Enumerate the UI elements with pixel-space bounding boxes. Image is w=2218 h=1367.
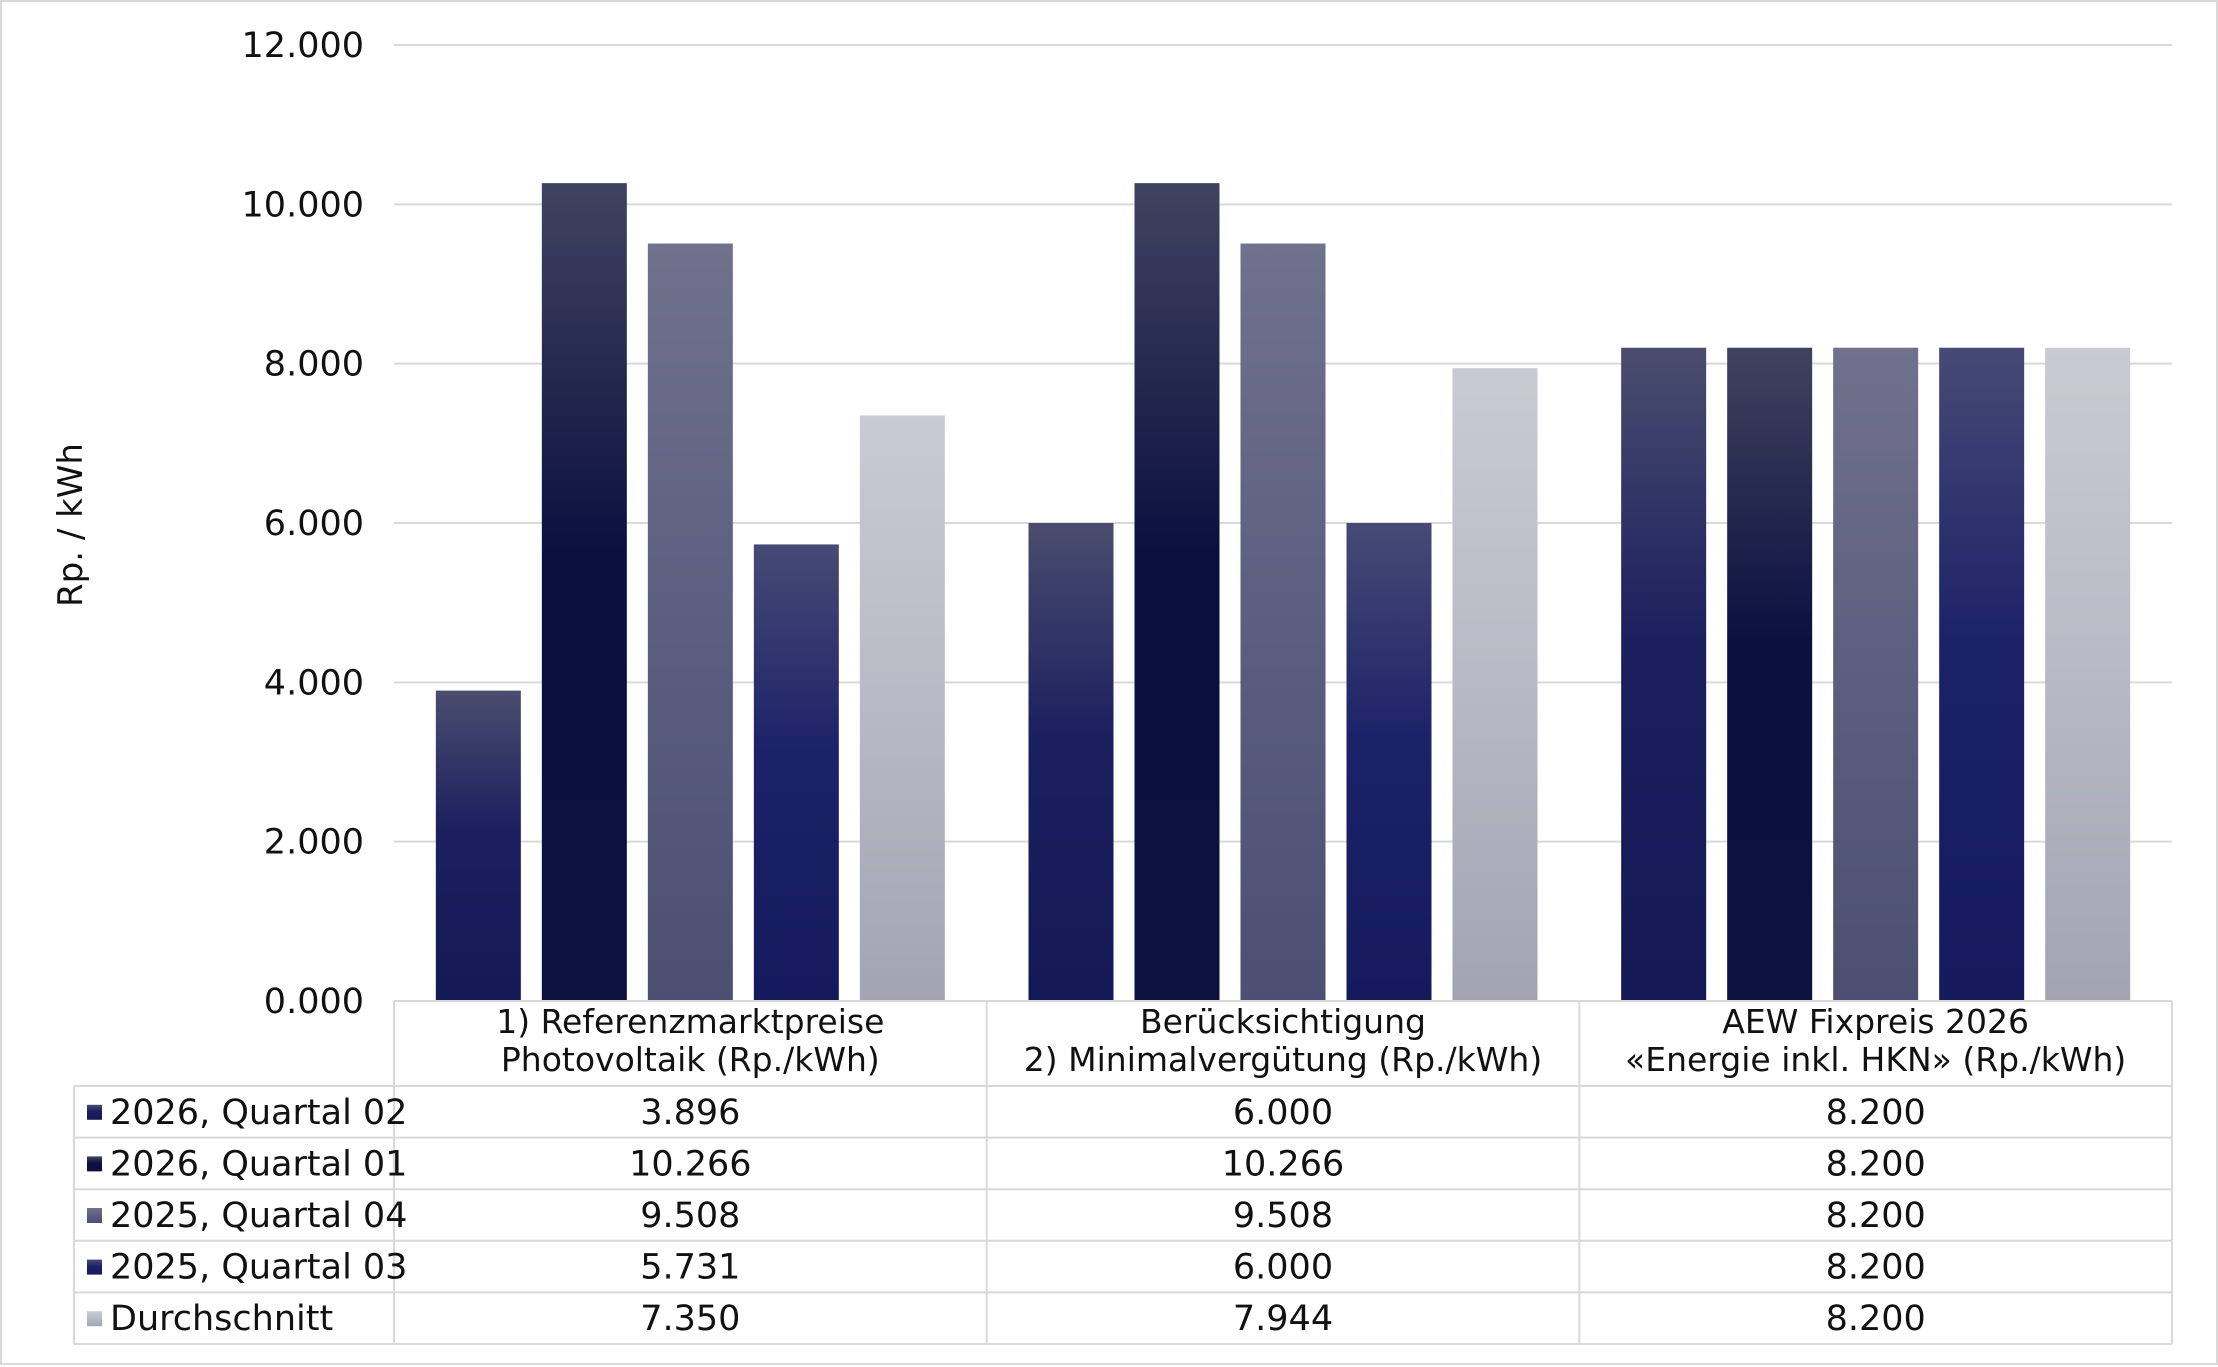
y-tick-label: 6.000: [264, 504, 364, 544]
data-label: 9.508: [1233, 1196, 1333, 1236]
legend-swatch: [87, 1156, 102, 1172]
data-label: 5.731: [640, 1248, 740, 1288]
legend-label: Durchschnitt: [110, 1299, 333, 1339]
y-tick-label: 10.000: [242, 185, 364, 225]
data-label: 10.266: [629, 1144, 751, 1184]
legend-swatch: [87, 1208, 102, 1223]
bar: [1028, 523, 1114, 1001]
data-label: 7.944: [1233, 1299, 1333, 1339]
data-label: 3.896: [640, 1093, 740, 1133]
bar: [1240, 243, 1326, 1002]
legend-label: 2025, Quartal 03: [110, 1248, 407, 1288]
bar: [2045, 347, 2131, 1001]
legend-label: 2025, Quartal 04: [110, 1196, 407, 1236]
bar: [541, 183, 627, 1002]
bar: [1452, 368, 1538, 1001]
data-label: 9.508: [640, 1196, 740, 1236]
legend-label: 2026, Quartal 01: [110, 1144, 407, 1184]
y-axis-label: Rp. / kWh: [51, 443, 91, 607]
legend-swatch: [87, 1104, 102, 1120]
bar: [1346, 523, 1432, 1001]
data-label: 6.000: [1233, 1093, 1333, 1133]
data-label: 10.266: [1222, 1144, 1344, 1184]
y-tick-label: 0.000: [264, 982, 364, 1022]
bar: [1134, 183, 1220, 1002]
data-label: 8.200: [1826, 1196, 1926, 1236]
y-tick-label: 4.000: [264, 663, 364, 703]
data-label: 8.200: [1826, 1299, 1926, 1339]
y-tick-label: 8.000: [264, 345, 364, 385]
legend-label: 2026, Quartal 02: [110, 1093, 407, 1133]
category-label: Berücksichtigung 2) Minimalvergütung (Rp.…: [1024, 1002, 1542, 1079]
bar: [647, 243, 733, 1002]
bar: [1833, 347, 1919, 1001]
bar: [1727, 347, 1813, 1001]
data-table: 1) Referenzmarktpreise Photovoltaik (Rp./…: [73, 1000, 2173, 1345]
bar: [435, 690, 521, 1001]
data-label: 8.200: [1826, 1248, 1926, 1288]
legend-swatch: [87, 1259, 102, 1275]
category-label: 1) Referenzmarktpreise Photovoltaik (Rp./…: [496, 1002, 884, 1079]
y-tick-label: 2.000: [264, 823, 364, 863]
bar: [753, 544, 839, 1001]
bar: [859, 415, 945, 1001]
y-tick-label: 12.000: [242, 26, 364, 66]
bar: [1939, 347, 2025, 1001]
data-label: 7.350: [640, 1299, 740, 1339]
data-label: 6.000: [1233, 1248, 1333, 1288]
data-label: 8.200: [1826, 1093, 1926, 1133]
bar: [1621, 347, 1707, 1001]
legend-swatch: [87, 1311, 102, 1327]
category-label: AEW Fixpreis 2026 «Energie inkl. HKN» (Rp…: [1625, 1002, 2126, 1079]
bars: [435, 183, 2131, 1002]
data-label: 8.200: [1826, 1144, 1926, 1184]
